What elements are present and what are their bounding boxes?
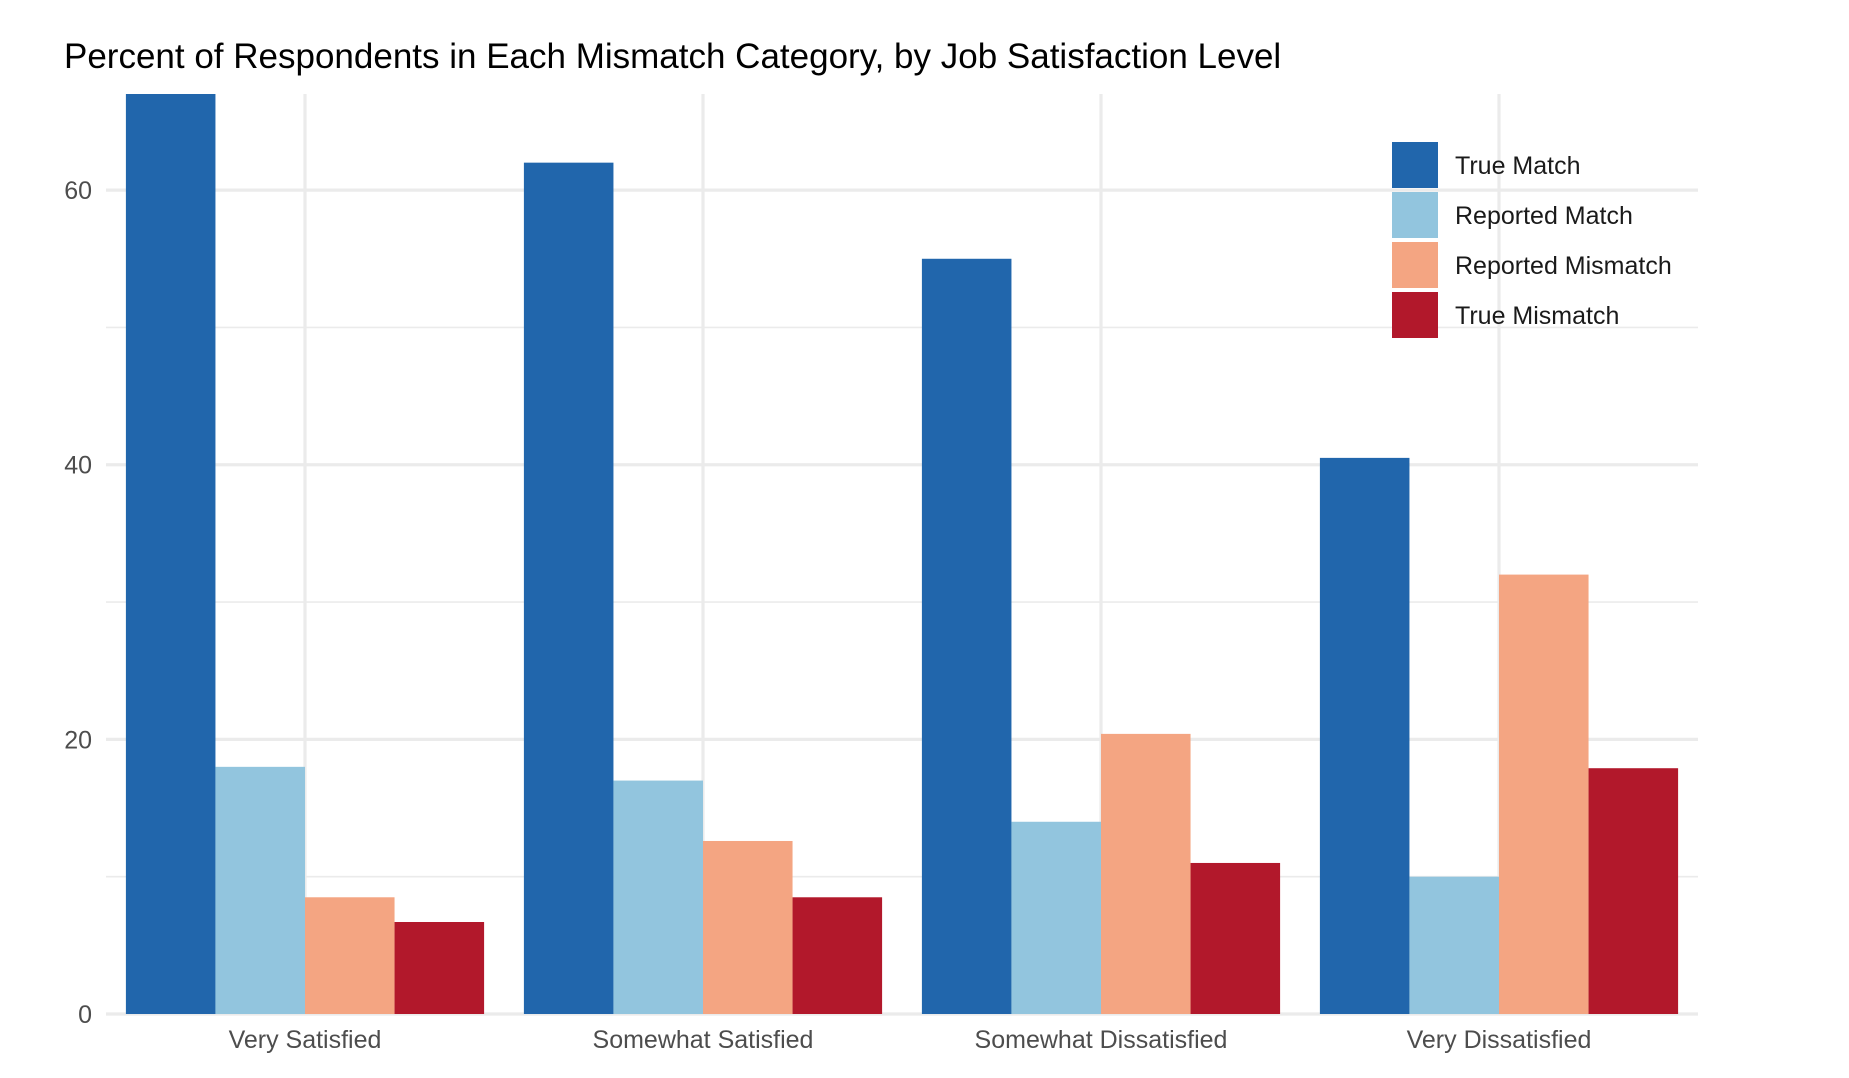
bar-reported-mismatch-3 (1101, 733, 1191, 1014)
y-axis-ticks: 0 20 40 60 (64, 177, 92, 1029)
bar-true-match-4 (1319, 457, 1410, 1014)
legend-label: Reported Match (1455, 202, 1633, 230)
bar-reported-match-2 (613, 780, 703, 1014)
bar-true-match-2 (523, 162, 614, 1014)
bar-true-match-3 (921, 258, 1012, 1014)
legend-swatch-true-mismatch (1392, 292, 1438, 338)
bar-reported-mismatch-2 (703, 840, 793, 1014)
bar-true-mismatch-4 (1588, 768, 1679, 1014)
legend: True Match Reported Match Reported Mismatc… (1392, 142, 1672, 338)
x-tick-label: Very Satisfied (229, 1026, 382, 1054)
legend-label: True Match (1455, 152, 1581, 180)
bar-reported-match-1 (215, 766, 305, 1014)
bar-reported-match-3 (1011, 821, 1101, 1014)
x-tick-label: Very Dissatisfied (1407, 1026, 1592, 1054)
y-tick-label: 0 (78, 1001, 92, 1029)
y-tick-label: 20 (64, 726, 92, 754)
legend-swatch-reported-match (1392, 192, 1438, 238)
y-tick-label: 60 (64, 177, 92, 205)
bar-reported-mismatch-4 (1499, 574, 1589, 1014)
x-axis-ticks: Very Satisfied Somewhat Satisfied Somewhat… (229, 1026, 1592, 1054)
bar-true-mismatch-2 (792, 897, 883, 1014)
legend-swatch-true-match (1392, 142, 1438, 188)
bar-reported-match-4 (1409, 876, 1499, 1014)
grid (106, 94, 1698, 1016)
bar-true-mismatch-1 (394, 922, 485, 1014)
x-tick-label: Somewhat Dissatisfied (975, 1026, 1228, 1054)
bars (125, 94, 1679, 1014)
bar-reported-mismatch-1 (305, 897, 395, 1014)
y-tick-label: 40 (64, 452, 92, 480)
bar-true-mismatch-3 (1190, 862, 1281, 1014)
legend-swatch-reported-mismatch (1392, 242, 1438, 288)
bar-true-match-1 (125, 94, 216, 1014)
legend-label: Reported Mismatch (1455, 252, 1672, 280)
x-tick-label: Somewhat Satisfied (593, 1026, 814, 1054)
chart-title: Percent of Respondents in Each Mismatch … (64, 37, 1281, 76)
legend-label: True Mismatch (1455, 302, 1619, 330)
